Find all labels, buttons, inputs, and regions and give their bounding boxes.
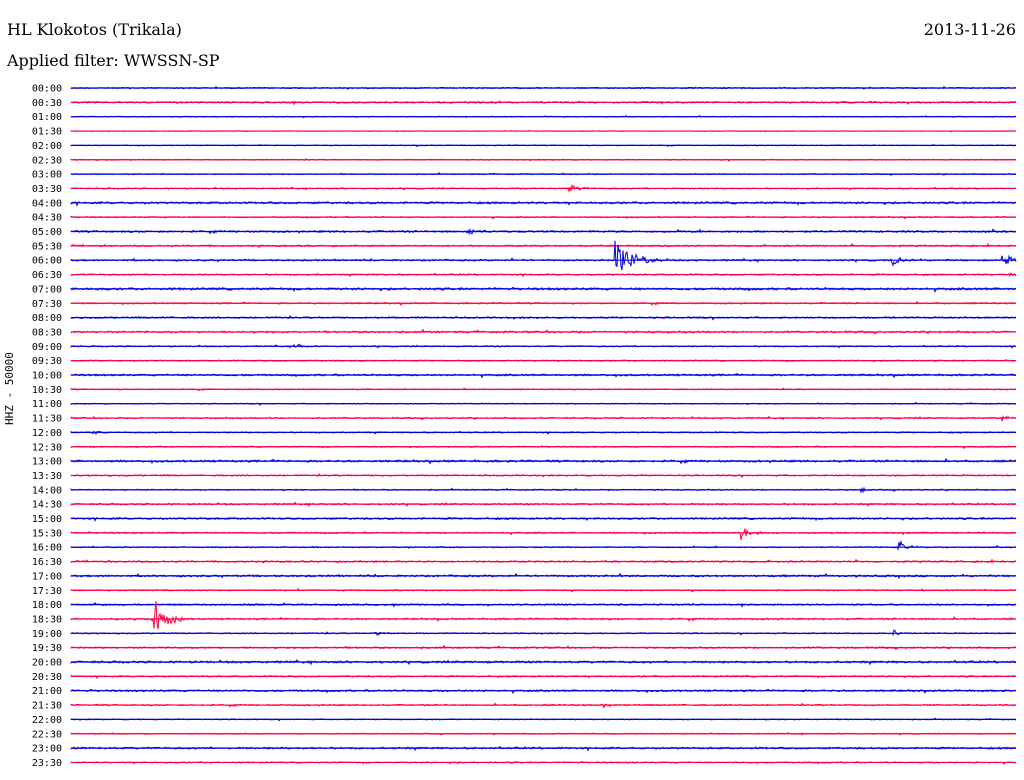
row-label: 15:30 [32, 528, 62, 539]
row-label: 23:30 [32, 758, 62, 769]
filter-label: Applied filter: WWSSN-SP [7, 51, 220, 70]
row-label: 10:30 [32, 385, 62, 396]
row-label: 13:00 [32, 457, 62, 468]
date-label: 2013-11-26 [923, 20, 1016, 39]
row-label: 23:00 [32, 744, 62, 755]
row-label: 12:30 [32, 442, 62, 453]
row-label: 21:30 [32, 701, 62, 712]
row-label: 04:30 [32, 213, 62, 224]
row-label: 00:00 [32, 84, 62, 95]
row-label: 11:00 [32, 399, 62, 410]
row-label: 08:00 [32, 313, 62, 324]
row-label: 10:00 [32, 371, 62, 382]
row-label: 19:00 [32, 629, 62, 640]
row-label: 20:00 [32, 658, 62, 669]
row-label: 21:00 [32, 686, 62, 697]
row-label: 06:30 [32, 270, 62, 281]
row-label: 14:00 [32, 485, 62, 496]
row-label: 18:00 [32, 600, 62, 611]
trace-row [70, 539, 1017, 551]
row-label: 05:00 [32, 227, 62, 238]
row-label: 22:30 [32, 729, 62, 740]
row-label: 07:00 [32, 284, 62, 295]
row-label: 15:00 [32, 514, 62, 525]
row-label: 00:30 [32, 98, 62, 109]
row-label: 22:00 [32, 715, 62, 726]
trace-row [70, 200, 1017, 207]
row-label: 06:00 [32, 256, 62, 267]
row-label: 11:30 [32, 414, 62, 425]
row-label: 08:30 [32, 327, 62, 338]
row-label: 18:30 [32, 614, 62, 625]
row-label: 20:30 [32, 672, 62, 683]
row-label: 16:00 [32, 543, 62, 554]
row-label: 17:30 [32, 586, 62, 597]
row-label: 13:30 [32, 471, 62, 482]
row-label: 02:00 [32, 141, 62, 152]
row-label: 12:00 [32, 428, 62, 439]
row-label: 03:30 [32, 184, 62, 195]
row-label: 19:30 [32, 643, 62, 654]
row-label: 09:30 [32, 356, 62, 367]
row-label: 09:00 [32, 342, 62, 353]
trace-row [70, 629, 1017, 637]
row-label: 07:30 [32, 299, 62, 310]
trace-row [70, 414, 1017, 422]
row-label: 02:30 [32, 155, 62, 166]
row-label: 17:00 [32, 571, 62, 582]
row-label: 16:30 [32, 557, 62, 568]
row-label: 04:00 [32, 198, 62, 209]
trace-row [70, 600, 1017, 630]
row-label: 03:00 [32, 170, 62, 181]
station-title: HL Klokotos (Trikala) [7, 20, 182, 39]
trace-row [70, 528, 1017, 541]
row-label: 01:30 [32, 127, 62, 138]
row-label: 14:30 [32, 500, 62, 511]
row-label: 05:30 [32, 241, 62, 252]
row-label: 01:00 [32, 112, 62, 123]
